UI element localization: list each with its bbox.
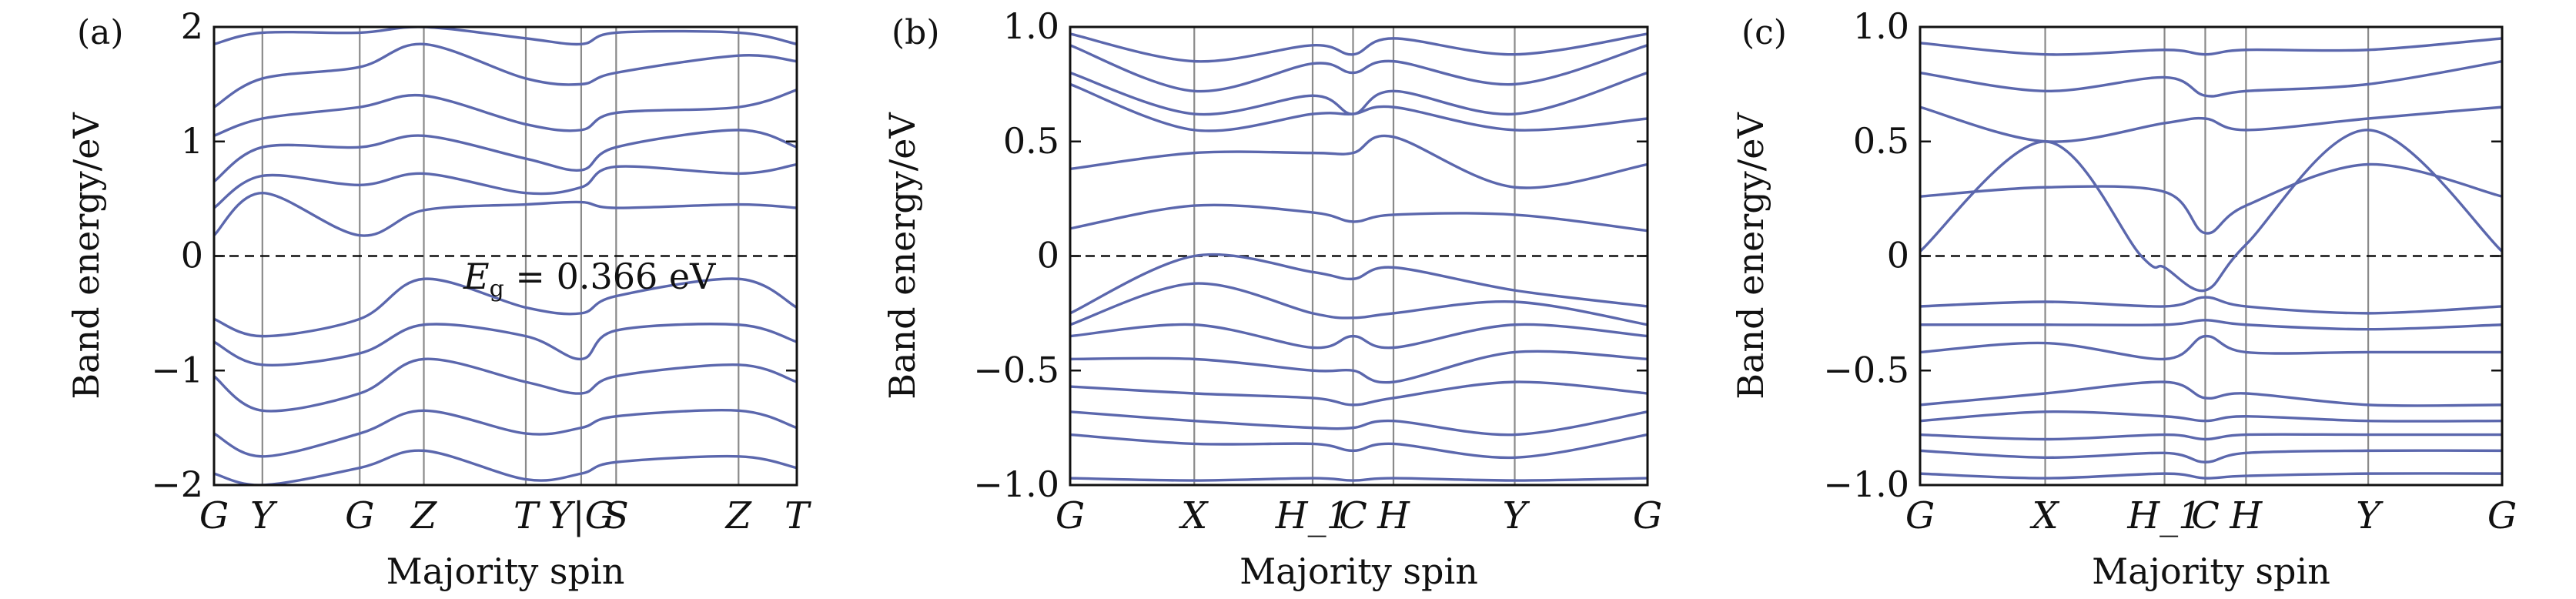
panel-label: (a) — [77, 13, 124, 52]
k-point-label: G — [1055, 494, 1085, 537]
bands-group — [1920, 37, 2502, 480]
band-line-6 — [214, 27, 797, 46]
band-line-10 — [1920, 410, 2502, 423]
k-point-label: T — [514, 494, 540, 537]
k-point-label: G — [345, 494, 374, 537]
k-point-label: G — [2487, 494, 2517, 537]
band-line-2 — [214, 162, 797, 209]
panel-label: (c) — [1741, 13, 1787, 52]
band-line-12 — [1920, 449, 2502, 463]
panel-a: 210−1−2G Y G Z T Y|GS Z T(a)Band energy/eVMajor… — [65, 5, 811, 592]
k-point-label: Y — [1503, 494, 1531, 537]
band-line-11 — [214, 449, 797, 485]
band-line-10 — [214, 409, 797, 458]
x-axis-label: Majority spin — [2092, 550, 2330, 592]
k-point-label: C — [2191, 494, 2220, 537]
band-line-1 — [1920, 129, 2502, 293]
band-line-1 — [1070, 203, 1648, 233]
k-point-label: G — [1905, 494, 1935, 537]
k-point-label: H — [1377, 494, 1410, 537]
k-point-label: X — [2029, 494, 2059, 537]
y-tick-label: 0.5 — [1853, 120, 1909, 162]
band-line-2 — [1920, 162, 2502, 235]
y-tick-label: −1 — [151, 349, 203, 390]
y-tick-label: 0 — [1887, 235, 1909, 276]
band-line-11 — [1920, 433, 2502, 441]
plot-frame — [1069, 25, 1649, 487]
x-axis-label: Majority spin — [1239, 550, 1478, 592]
band-line-7 — [1920, 319, 2502, 331]
bands-group — [1070, 32, 1648, 482]
bands-group — [214, 27, 797, 485]
band-line-4 — [214, 89, 797, 137]
band-line-9 — [1920, 380, 2502, 407]
band-line-1 — [214, 191, 797, 237]
band-line-6 — [1070, 32, 1648, 63]
band-line-9 — [1070, 323, 1648, 350]
band-line-11 — [1070, 380, 1648, 407]
y-tick-label: 1.0 — [1003, 5, 1059, 47]
band-line-5 — [1070, 44, 1648, 93]
y-tick-label: −2 — [151, 463, 203, 505]
y-tick-label: −0.5 — [973, 349, 1059, 390]
k-point-label: T — [785, 494, 811, 537]
band-line-3 — [214, 129, 797, 183]
panel-label: (b) — [892, 13, 940, 52]
y-tick-label: 2 — [181, 5, 203, 47]
k-point-label: Z — [724, 494, 753, 537]
x-axis-label: Majority spin — [386, 550, 625, 592]
band-line-3 — [1070, 82, 1648, 132]
band-line-4 — [1070, 71, 1648, 116]
y-tick-label: 0.5 — [1003, 120, 1059, 162]
panel-b: 1.00.50−0.5−1.0G X H_1C H Y G(b)Band energy/e… — [882, 5, 1662, 592]
band-line-13 — [1920, 472, 2502, 480]
band-line-5 — [1920, 37, 2502, 56]
band-line-12 — [1070, 410, 1648, 437]
y-tick-label: 1 — [181, 120, 203, 162]
band-line-14 — [1070, 477, 1648, 482]
y-axis-label: Band energy/eV — [882, 112, 923, 400]
y-tick-label: −0.5 — [1823, 349, 1909, 390]
band-line-5 — [214, 42, 797, 109]
band-line-6 — [1920, 296, 2502, 315]
k-point-label: Y — [2356, 494, 2384, 537]
k-point-label: G — [1633, 494, 1662, 537]
band-gap-value: = 0.366 eV — [504, 256, 716, 297]
band-line-8 — [1070, 282, 1648, 326]
k-point-label: X — [1178, 494, 1209, 537]
y-axis-label: Band energy/eV — [1730, 112, 1771, 400]
y-tick-label: −1.0 — [973, 463, 1059, 505]
y-axis-label: Band energy/eV — [65, 112, 107, 400]
band-line-13 — [1070, 433, 1648, 460]
k-point-label: G — [199, 494, 229, 537]
band-line-8 — [214, 323, 797, 366]
y-tick-label: 0 — [181, 235, 203, 276]
band-line-10 — [1070, 350, 1648, 384]
k-point-label: S — [604, 494, 629, 537]
k-point-label: Y|G — [548, 494, 614, 537]
band-gap-subscript: g — [490, 276, 504, 303]
y-tick-label: 1.0 — [1853, 5, 1909, 47]
band-line-7 — [1070, 253, 1648, 315]
band-gap-annotation: Eg = 0.366 eV — [463, 256, 716, 303]
y-tick-label: −1.0 — [1823, 463, 1909, 505]
k-point-label: H_1 — [1275, 494, 1350, 537]
band-line-7 — [214, 277, 797, 338]
panel-c: 1.00.50−0.5−1.0G X H_1C H Y G(c)Band energy/e… — [1730, 5, 2517, 592]
band-line-3 — [1920, 105, 2502, 143]
k-point-label: Z — [410, 494, 438, 537]
k-point-label: H — [2229, 494, 2263, 537]
band-gap-symbol: E — [463, 256, 490, 297]
k-point-label: H_1 — [2126, 494, 2201, 537]
k-point-label: C — [1339, 494, 1367, 537]
y-tick-label: 0 — [1037, 235, 1059, 276]
band-line-8 — [1920, 334, 2502, 361]
k-point-label: Y — [250, 494, 278, 537]
band-line-4 — [1920, 59, 2502, 98]
band-line-2 — [1070, 134, 1648, 189]
band-line-9 — [214, 357, 797, 413]
